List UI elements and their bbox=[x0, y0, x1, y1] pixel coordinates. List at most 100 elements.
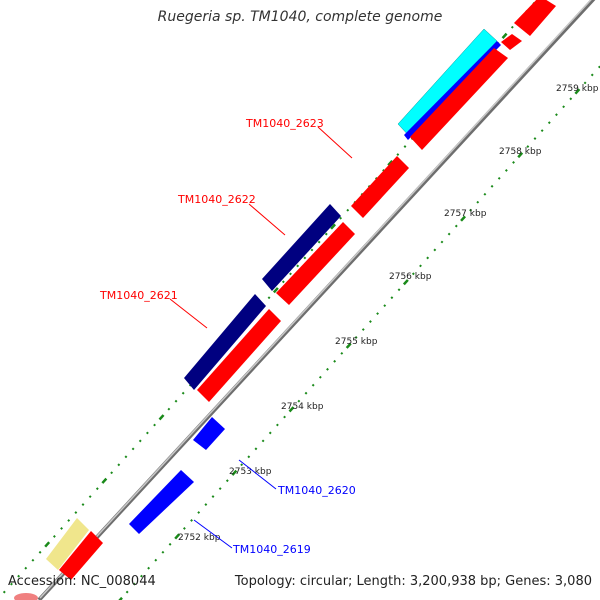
feature-blue-top[interactable] bbox=[404, 41, 501, 140]
tick-mark bbox=[574, 88, 581, 95]
tick-mark bbox=[454, 224, 458, 228]
tick-mark bbox=[10, 582, 13, 586]
feature-tm1040-2622-reverse[interactable] bbox=[262, 204, 341, 291]
tick-mark bbox=[2, 590, 6, 594]
tick-mark bbox=[174, 399, 178, 403]
tick-mark bbox=[326, 367, 329, 371]
tick-label: 2754 kbp bbox=[281, 402, 324, 412]
tick-mark bbox=[517, 151, 524, 159]
feature-tm1040-2622[interactable] bbox=[276, 222, 355, 305]
tick-mark bbox=[174, 533, 181, 540]
tick-mark bbox=[339, 216, 343, 220]
gene-label-tm1040-2620[interactable]: TM1040_2620 bbox=[277, 484, 356, 497]
tick-mark bbox=[317, 240, 321, 244]
tick-mark bbox=[154, 558, 158, 562]
tick-mark bbox=[288, 406, 295, 413]
tick-mark bbox=[354, 336, 358, 339]
tick-mark bbox=[304, 391, 308, 395]
tick-mark bbox=[88, 495, 92, 499]
tick-mark bbox=[182, 526, 186, 530]
tick-mark bbox=[340, 351, 344, 355]
tick-mark bbox=[504, 168, 508, 172]
tick-mark bbox=[158, 414, 165, 421]
tick-mark bbox=[383, 304, 387, 308]
tick-mark bbox=[60, 527, 63, 530]
tick-mark bbox=[590, 73, 594, 77]
tick-mark bbox=[197, 511, 201, 514]
tick-mark bbox=[211, 495, 215, 498]
tick-mark bbox=[125, 590, 129, 594]
tick-mark bbox=[289, 272, 292, 276]
tick-mark bbox=[318, 375, 322, 379]
tick-mark bbox=[440, 240, 444, 244]
tick-mark bbox=[44, 541, 51, 548]
tick-mark bbox=[547, 121, 551, 125]
tick-label: 2753 kbp bbox=[229, 467, 272, 477]
gene-label-tm1040-2623[interactable]: TM1040_2623 bbox=[245, 117, 324, 130]
feature-tm1040-2620[interactable] bbox=[193, 417, 225, 450]
tick-mark bbox=[330, 223, 336, 230]
tick-mark bbox=[387, 159, 394, 167]
tick-mark bbox=[181, 391, 185, 395]
tick-mark bbox=[17, 574, 21, 578]
tick-mark bbox=[297, 399, 301, 403]
tick-mark bbox=[324, 232, 328, 236]
tick-mark bbox=[204, 503, 208, 506]
tick-mark bbox=[268, 431, 272, 435]
tick-mark bbox=[101, 477, 108, 484]
tick-mark bbox=[419, 264, 422, 268]
gene-label-tm1040-2622[interactable]: TM1040_2622 bbox=[177, 193, 256, 206]
gene-label-tm1040-2621[interactable]: TM1040_2621 bbox=[99, 289, 178, 302]
tick-mark bbox=[345, 342, 352, 349]
tick-mark bbox=[38, 550, 42, 554]
tick-mark bbox=[110, 471, 114, 475]
tick-mark bbox=[469, 208, 473, 212]
tick-mark bbox=[261, 439, 265, 443]
feature-pink-edge bbox=[14, 593, 38, 600]
tick-mark bbox=[272, 287, 279, 294]
tick-label: 2755 kbp bbox=[335, 337, 378, 347]
tick-mark bbox=[569, 97, 573, 101]
feature-red-small[interactable] bbox=[501, 34, 522, 50]
tick-mark bbox=[447, 232, 451, 236]
feature-yellow[interactable] bbox=[46, 518, 89, 570]
accession-text: Accession: NC_008044 bbox=[8, 574, 156, 589]
label-leader bbox=[169, 298, 208, 329]
tick-mark bbox=[145, 431, 149, 435]
feature-tm1040-2619[interactable] bbox=[129, 470, 194, 534]
tick-mark bbox=[540, 129, 544, 133]
tick-mark bbox=[247, 455, 251, 459]
tick-mark bbox=[124, 455, 128, 459]
tick-mark bbox=[240, 463, 244, 467]
feature-tm1040-2623[interactable] bbox=[351, 156, 409, 218]
feature-red-top[interactable] bbox=[514, 0, 556, 36]
tick-mark bbox=[67, 519, 71, 522]
tick-mark bbox=[74, 511, 78, 514]
label-leader bbox=[317, 126, 353, 159]
tick-mark bbox=[161, 550, 165, 554]
feature-red-bottom[interactable] bbox=[59, 531, 103, 580]
tick-mark bbox=[396, 153, 400, 156]
tick-mark bbox=[140, 574, 143, 578]
tick-mark bbox=[132, 582, 136, 586]
tick-mark bbox=[512, 161, 515, 164]
feature-red-2[interactable] bbox=[410, 48, 508, 150]
gene-label-tm1040-2619[interactable]: TM1040_2619 bbox=[232, 543, 311, 556]
tick-mark bbox=[218, 487, 222, 491]
label-leader bbox=[193, 519, 233, 549]
tick-mark bbox=[31, 558, 35, 562]
tick-mark bbox=[497, 176, 501, 180]
tick-mark bbox=[190, 519, 193, 522]
tick-mark bbox=[583, 81, 587, 85]
feature-tm1040-2621[interactable] bbox=[197, 309, 281, 402]
tick-mark bbox=[254, 447, 258, 451]
tick-mark bbox=[303, 256, 307, 260]
tick-mark bbox=[490, 184, 494, 188]
tick-mark bbox=[138, 439, 142, 443]
feature-tm1040-2621-reverse[interactable] bbox=[184, 294, 266, 390]
tick-label: 2752 kbp bbox=[178, 533, 221, 543]
tick-mark bbox=[275, 423, 279, 427]
tick-mark bbox=[397, 288, 401, 292]
label-leader bbox=[238, 459, 277, 490]
